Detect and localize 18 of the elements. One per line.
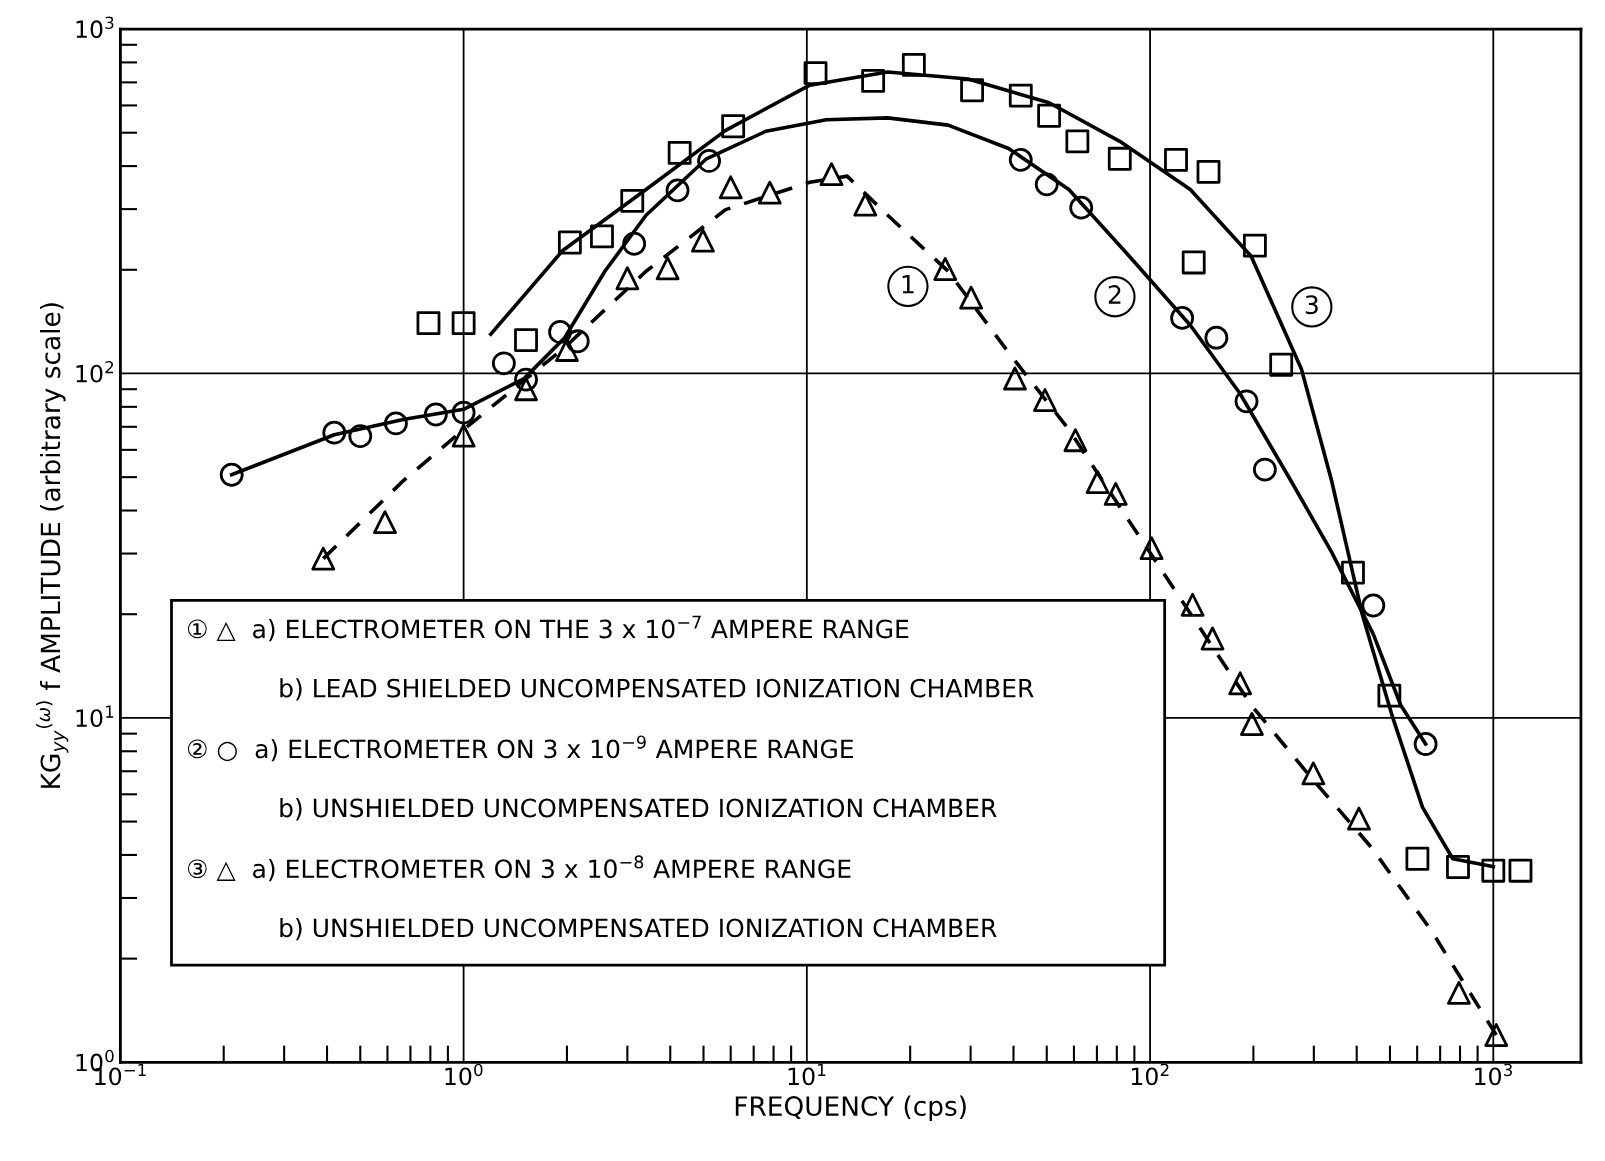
- annotation: 2: [1108, 285, 1121, 304]
- x-axis-title: FREQUENCY (cps): [735, 1095, 966, 1122]
- annotation: b) UNSHIELDED UNCOMPENSATED IONIZATION CHAMBER: [280, 917, 997, 941]
- annotation: b) UNSHIELDED UNCOMPENSATED IONIZATION CHAMBER: [280, 798, 997, 821]
- annotation: ③ △ a) ELECTROMETER ON 3 x 10$^{−8}$ AMPERE RANGE: [187, 855, 851, 882]
- y-axis-title: KG$_{yy}$$^{(ω)}$ f AMPLITUDE (arbitrary scale): [35, 303, 69, 788]
- x-tick-label: 10$^{2}$: [1131, 1063, 1169, 1086]
- annotation: 1: [902, 275, 914, 294]
- annotation: ② ○ a) ELECTROMETER ON 3 x 10$^{−9}$ AMPERE RANGE: [187, 735, 854, 762]
- annotation: ① △ a) ELECTROMETER ON THE 3 x 10$^{−7}$ AMPERE RANGE: [187, 615, 909, 642]
- x-tick-label: 10$^{0}$: [445, 1063, 483, 1086]
- x-tick-label: 10$^{1}$: [788, 1063, 826, 1086]
- annotation: 3: [1305, 295, 1318, 315]
- y-tick-label: 10$^{2}$: [76, 360, 114, 383]
- y-tick-label: 10$^{3}$: [76, 16, 114, 39]
- y-tick-label: 10$^{1}$: [76, 705, 114, 728]
- annotation: b) LEAD SHIELDED UNCOMPENSATED IONIZATION CHAMBER: [280, 678, 1034, 701]
- x-tick-label: 10$^{3}$: [1475, 1063, 1512, 1086]
